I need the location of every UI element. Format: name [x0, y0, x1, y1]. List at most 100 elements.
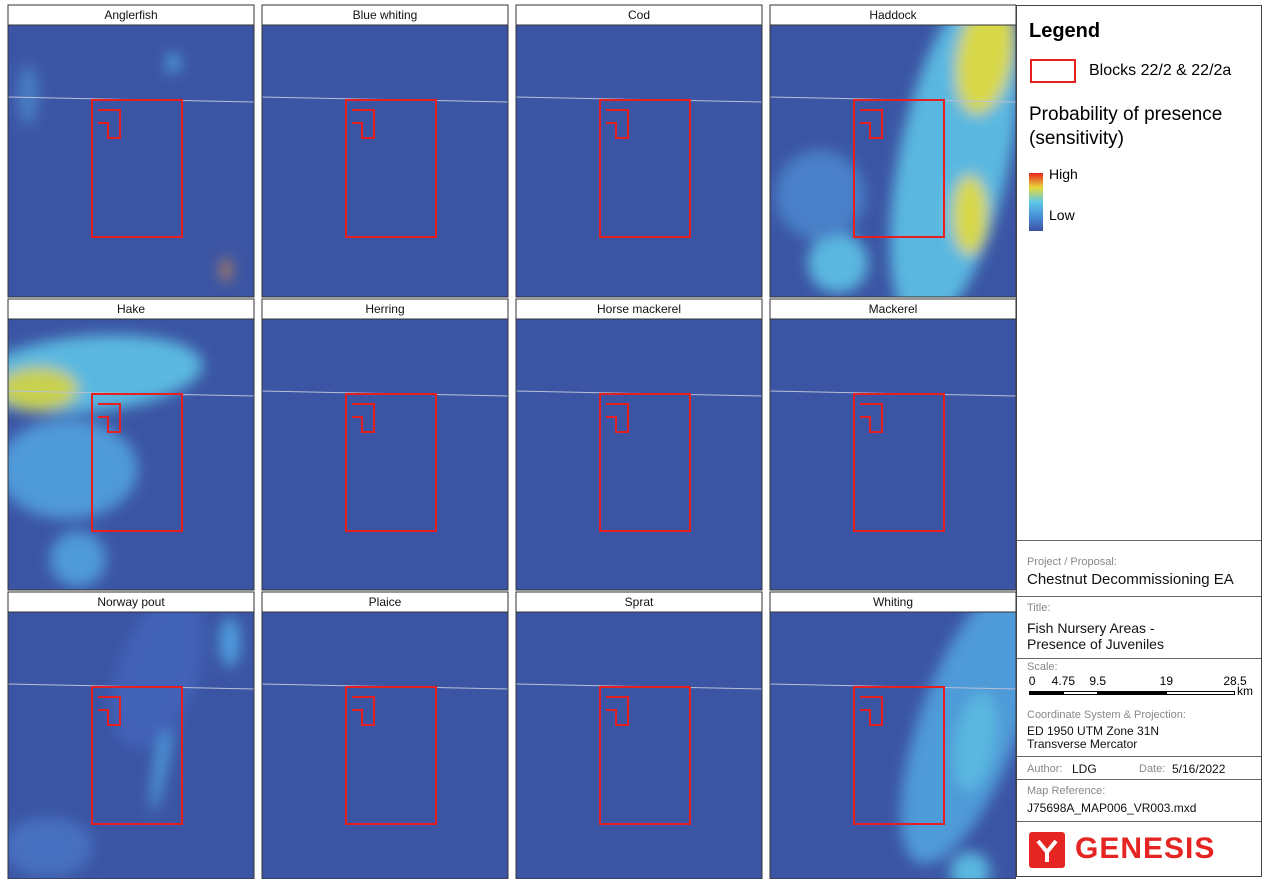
panel-title: Horse mackerel	[597, 302, 681, 316]
block-notch	[860, 109, 883, 139]
map-panel: Plaice	[261, 591, 509, 879]
logo-glyph	[1036, 839, 1058, 862]
title-box	[261, 4, 509, 26]
sea	[516, 25, 762, 297]
blocks-outline	[853, 393, 945, 532]
separator	[1017, 821, 1261, 822]
heat-blob	[8, 367, 78, 411]
sea	[516, 612, 762, 879]
title-box	[515, 591, 763, 613]
crs-label: Coordinate System & Projection:	[1027, 709, 1186, 721]
sea	[262, 612, 508, 879]
map-area	[262, 319, 508, 590]
separator	[1017, 596, 1261, 597]
scale-bar: 0 4.75 9.5 19 28.5 km	[1028, 674, 1253, 708]
blocks-outline	[345, 99, 437, 238]
map-grid: Anglerfish Blue whiting Cod Haddock Hake Herr…	[7, 4, 1016, 879]
ramp-low: Low	[1049, 207, 1075, 223]
panel-title: Blue whiting	[353, 8, 418, 22]
panel-title: Anglerfish	[104, 8, 157, 22]
map-area	[262, 612, 508, 879]
map-area	[8, 319, 254, 590]
ramp-high: High	[1049, 166, 1078, 182]
scale-tick-label: 9.5	[1089, 674, 1106, 688]
panel-title: Cod	[628, 8, 650, 22]
scale-label: Scale:	[1027, 661, 1058, 673]
title-box	[515, 4, 763, 26]
map-panel: Herring	[261, 298, 509, 591]
heat	[18, 53, 230, 282]
heat	[8, 334, 203, 587]
title-box	[769, 591, 1016, 613]
side-panel: Legend Blocks 22/2 & 22/2a Probability o…	[1016, 5, 1262, 877]
blocks-outline	[91, 393, 183, 532]
map-panel: Blue whiting	[261, 4, 509, 298]
legend-title: Legend	[1029, 20, 1101, 42]
panel-title: Mackerel	[869, 302, 918, 316]
blocks-outline	[91, 99, 183, 238]
panel-title: Whiting	[873, 595, 913, 609]
separator	[1017, 540, 1261, 541]
separator	[1017, 756, 1261, 757]
scale-segment	[1166, 691, 1235, 695]
map-panel: Cod	[515, 4, 763, 298]
heat-blob	[952, 175, 988, 255]
scale-segment	[1063, 691, 1098, 695]
panel-title: Haddock	[869, 8, 917, 22]
sea	[8, 25, 254, 297]
block-notch	[98, 109, 121, 139]
heat-blob	[50, 531, 106, 587]
map-area	[8, 612, 254, 879]
heat-blob	[8, 817, 93, 877]
title-line: Presence of Juveniles	[1027, 636, 1164, 652]
block-notch	[860, 403, 883, 433]
panel-title: Herring	[365, 302, 404, 316]
scale-unit: km	[1237, 684, 1253, 698]
title-box	[769, 298, 1016, 320]
sea	[770, 319, 1016, 590]
title-box	[515, 298, 763, 320]
title-box	[261, 591, 509, 613]
scale-segment	[1097, 691, 1167, 695]
map-panel: Haddock	[769, 4, 1016, 298]
map-area	[770, 25, 1016, 297]
block-notch	[606, 109, 629, 139]
block-notch	[352, 696, 375, 726]
sea	[262, 25, 508, 297]
probability-title: (sensitivity)	[1029, 128, 1125, 149]
map-panel: Norway pout	[7, 591, 255, 879]
blocks-swatch	[1030, 59, 1076, 83]
scale-tick-label: 0	[1028, 674, 1036, 688]
logo-text: GENESIS	[1075, 832, 1216, 865]
heat-blob	[8, 419, 138, 519]
title-box	[261, 298, 509, 320]
panel-title: Plaice	[369, 595, 402, 609]
map-panel: Mackerel	[769, 298, 1016, 591]
sea	[262, 319, 508, 590]
map-area	[770, 612, 1016, 879]
block-notch	[98, 403, 121, 433]
heat-blob	[808, 233, 868, 293]
color-ramp	[1029, 173, 1043, 231]
block-notch	[606, 403, 629, 433]
map-area	[516, 319, 762, 590]
blocks-outline	[853, 686, 945, 825]
scale-segment	[1029, 691, 1064, 695]
map-panel: Hake	[7, 298, 255, 591]
logo-icon	[1036, 839, 1058, 862]
map-area	[516, 612, 762, 879]
scale-tick-label: 28.5	[1223, 674, 1247, 688]
reference: J75698A_MAP006_VR003.mxd	[1027, 801, 1197, 815]
heat-blob	[953, 692, 997, 792]
panel-title: Sprat	[625, 595, 654, 609]
blocks-outline	[599, 99, 691, 238]
date-label: Date:	[1139, 763, 1166, 775]
title-line: Fish Nursery Areas -	[1027, 620, 1155, 636]
title-box	[7, 591, 255, 613]
project-label: Project / Proposal:	[1027, 556, 1117, 568]
crs-line: Transverse Mercator	[1027, 737, 1138, 751]
heat-blob	[166, 53, 180, 73]
block-notch	[352, 109, 375, 139]
title-box	[7, 4, 255, 26]
